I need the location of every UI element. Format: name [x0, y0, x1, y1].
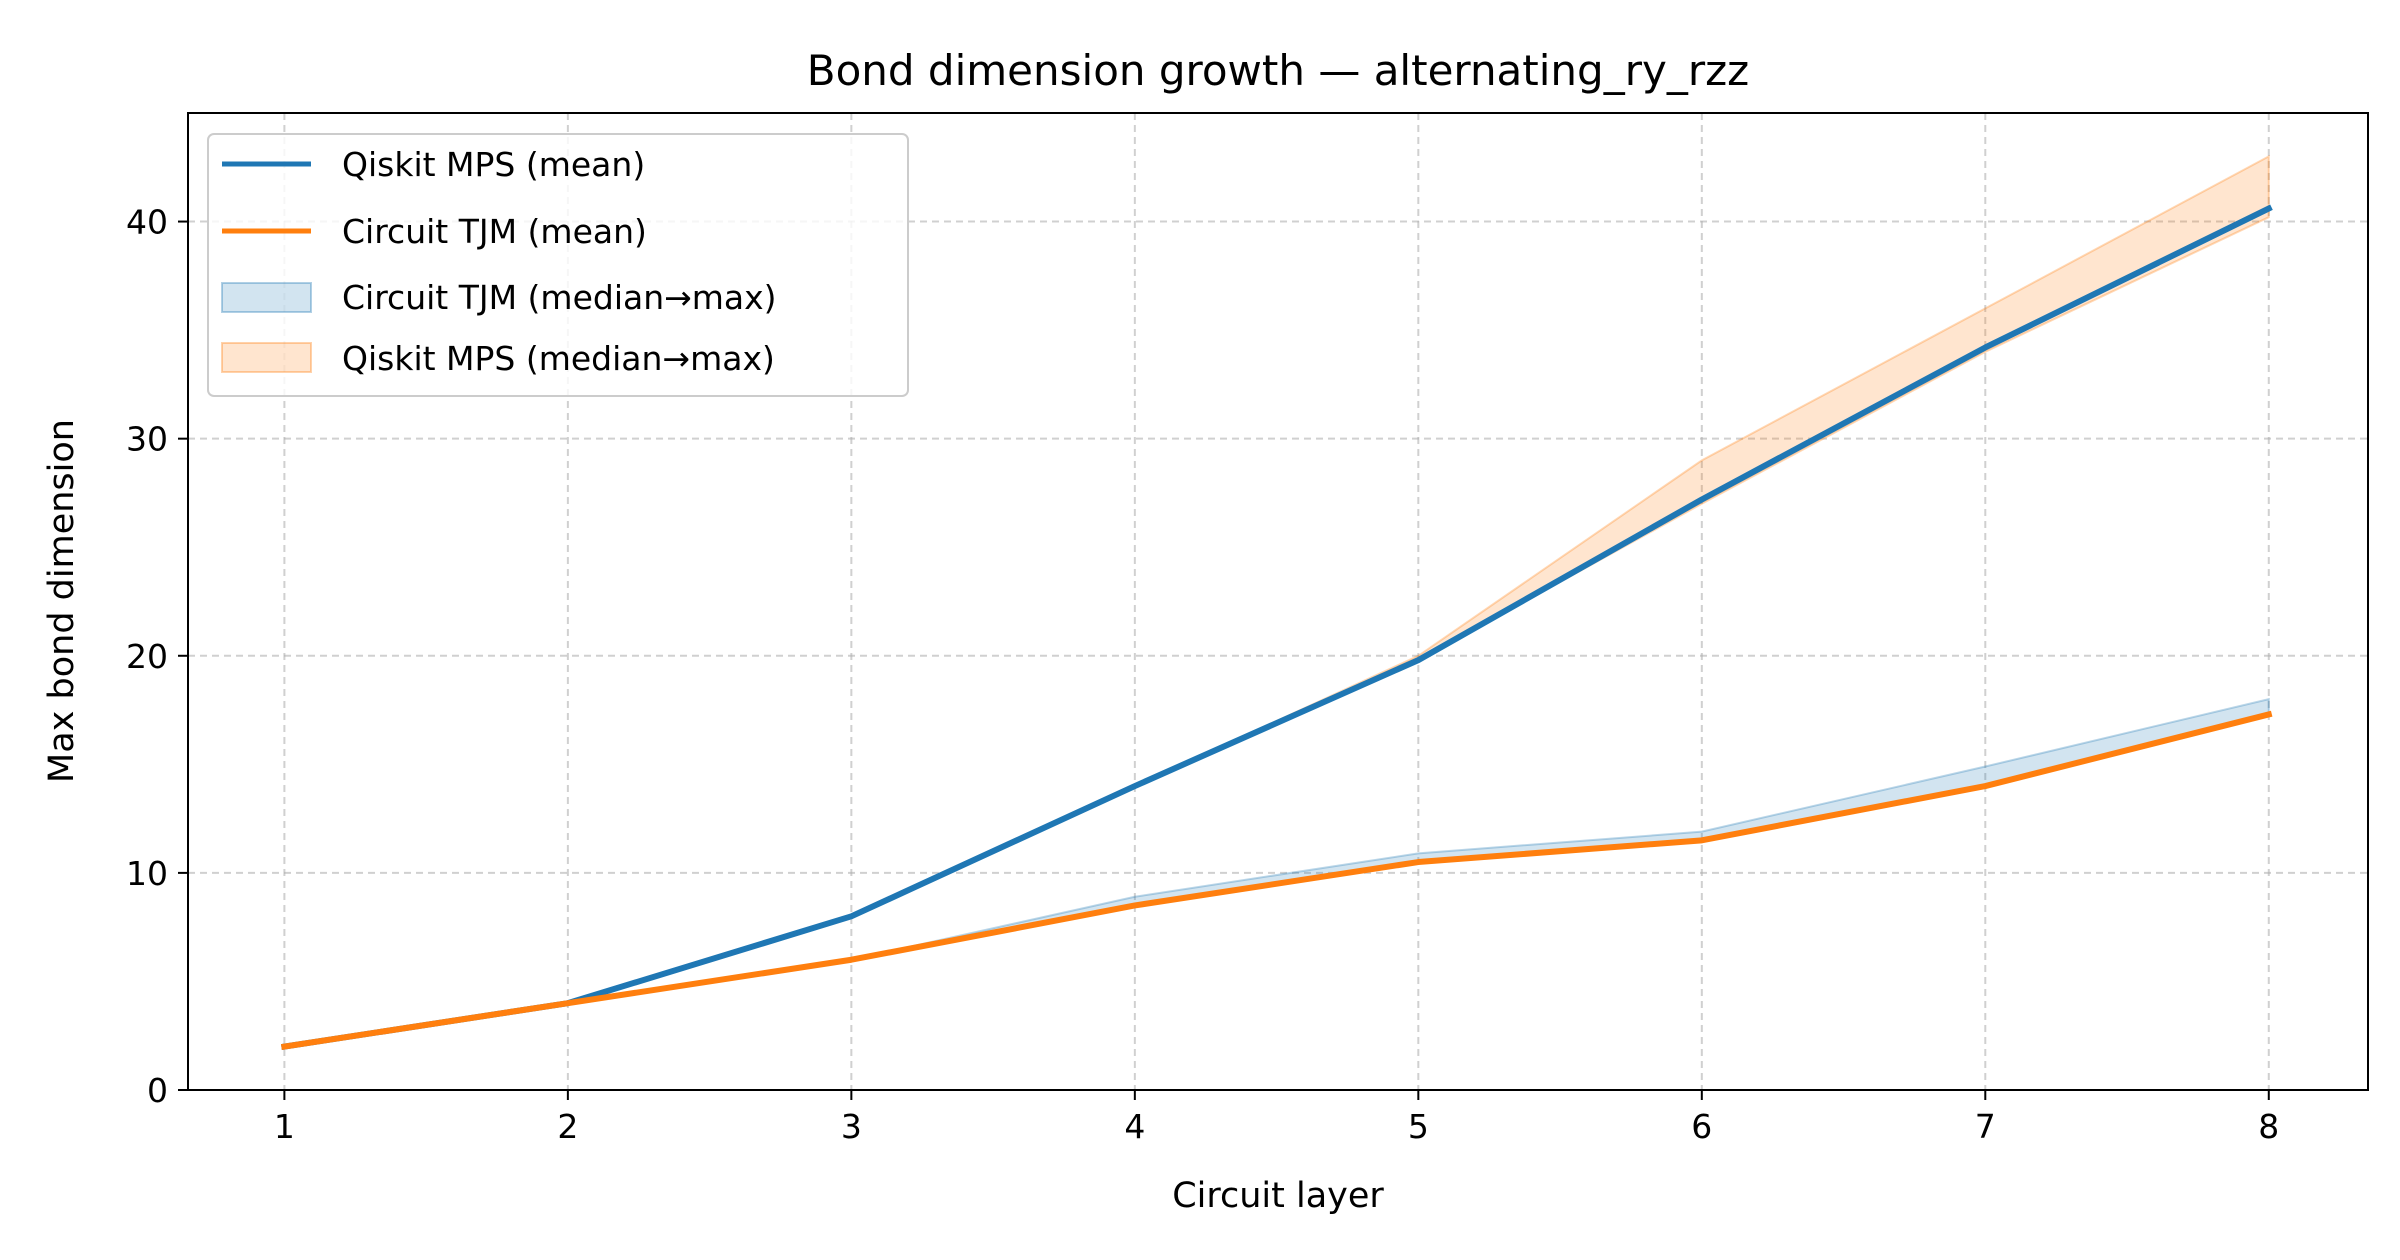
legend-swatch-qiskit-band [221, 342, 312, 373]
y-tick-label: 20 [126, 637, 168, 676]
legend-box [207, 133, 909, 397]
x-tick-label: 1 [274, 1107, 295, 1146]
x-axis-ticks: 1 2 3 4 5 6 7 8 [274, 1090, 2279, 1146]
x-axis-label: Circuit layer [1172, 1176, 1384, 1216]
y-axis-ticks: 0 10 20 30 40 [126, 203, 188, 1110]
y-tick-label: 10 [126, 854, 168, 893]
circuit-tjm-mean-line [280, 710, 2273, 1050]
x-tick-label: 8 [2258, 1107, 2279, 1146]
legend-swatch-tjm-band [221, 282, 312, 313]
legend-label-tjm-mean: Circuit TJM (mean) [342, 212, 647, 251]
mean-lines [280, 204, 2273, 1050]
y-tick-label: 40 [126, 203, 168, 242]
qiskit-mps-mean-line [280, 204, 2273, 1050]
y-tick-label: 0 [147, 1071, 168, 1110]
legend: Qiskit MPS (mean) Circuit TJM (mean) Cir… [207, 133, 909, 397]
x-tick-label: 2 [557, 1107, 578, 1146]
legend-label-qiskit-band: Qiskit MPS (median→max) [342, 339, 775, 378]
plot-frame [187, 112, 2369, 1091]
x-tick-label: 3 [841, 1107, 862, 1146]
chart-title: Bond dimension growth — alternating_ry_r… [807, 46, 1749, 95]
x-tick-label: 4 [1124, 1107, 1145, 1146]
x-tick-label: 6 [1691, 1107, 1712, 1146]
x-tick-label: 7 [1975, 1107, 1996, 1146]
legend-label-qiskit-mean: Qiskit MPS (mean) [342, 145, 645, 184]
x-tick-label: 5 [1408, 1107, 1429, 1146]
legend-label-tjm-band: Circuit TJM (median→max) [342, 278, 777, 317]
y-axis-label: Max bond dimension [42, 419, 82, 783]
y-tick-label: 30 [126, 420, 168, 459]
